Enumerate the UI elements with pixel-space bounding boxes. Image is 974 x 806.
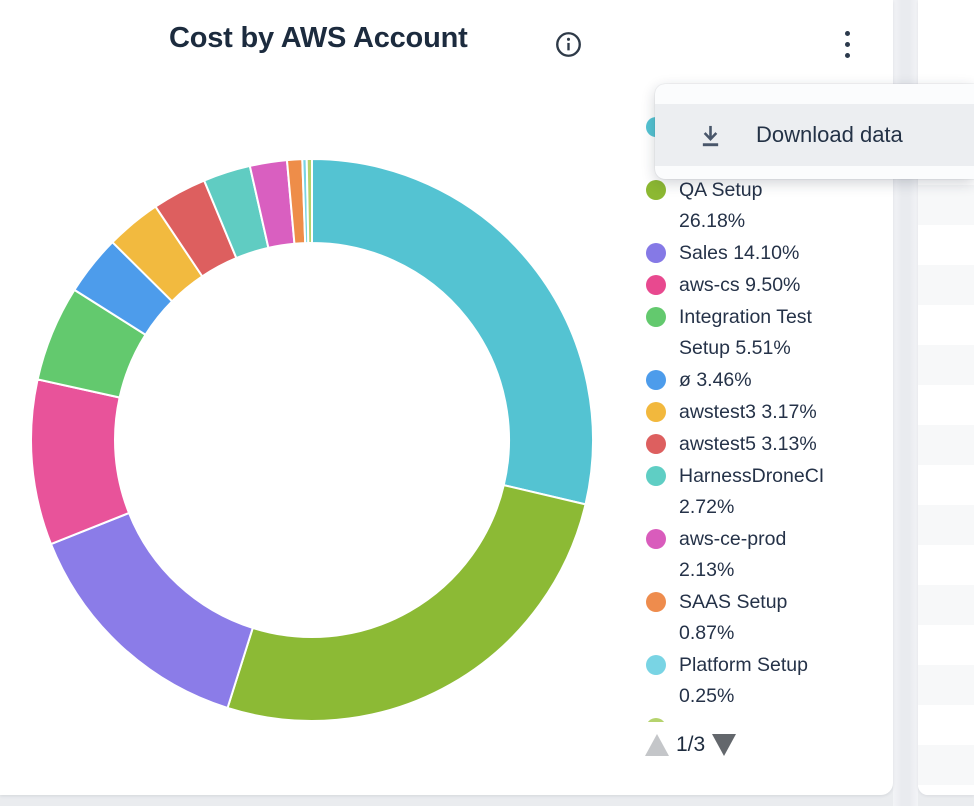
legend-item[interactable]: aws-ce-prod 2.13% [646,524,882,586]
legend-swatch [646,180,666,200]
kebab-dot [844,30,850,36]
chart-legend: QA Setup 26.18% Sales 14.10% aws-cs 9.50% In… [646,112,882,722]
donut-segment[interactable] [305,157,313,245]
legend-item[interactable] [646,713,882,722]
download-data-label: Download data [756,122,903,147]
info-icon[interactable] [555,31,582,58]
legend-item[interactable]: awstest5 3.13% [646,429,882,460]
legend-swatch [646,243,666,263]
legend-item[interactable]: ø 3.46% [646,365,882,396]
legend-swatch [646,655,666,675]
legend-prev-page-icon[interactable] [645,734,669,756]
legend-label: awstest5 3.13% [679,433,817,455]
legend-item[interactable]: Sales 14.10% [646,238,882,269]
legend-label: HarnessDroneCI 2.72% [679,465,825,518]
context-menu: Download data [655,84,974,179]
legend-item[interactable]: SAAS Setup 0.87% [646,587,882,649]
donut-segment[interactable] [226,483,587,722]
legend-item[interactable]: QA Setup 26.18% [646,175,882,237]
donut-segment[interactable] [311,157,594,506]
legend-label: ø 3.46% [679,369,752,391]
legend-item[interactable]: awstest3 3.17% [646,397,882,428]
adjacent-panel-rows [918,185,974,795]
legend-swatch [646,592,666,612]
kebab-dot [844,41,850,47]
legend-next-page-icon[interactable] [712,734,737,756]
legend-item[interactable]: aws-cs 9.50% [646,270,882,301]
legend-item[interactable]: Integration Test Setup 5.51% [646,302,882,364]
legend-swatch [646,307,666,327]
download-icon [702,125,719,146]
donut-chart [30,157,594,722]
legend-label: Platform Setup 0.25% [679,654,808,707]
legend-swatch [646,718,666,722]
legend-label: awstest3 3.17% [679,401,817,423]
legend-swatch [646,466,666,486]
legend-page-indicator: 1/3 [676,733,706,756]
legend-item[interactable]: HarnessDroneCI 2.72% [646,461,882,523]
legend-label: aws-cs 9.50% [679,274,801,296]
donut-segment[interactable] [49,511,255,710]
kebab-menu-icon[interactable] [836,25,858,63]
legend-label: Integration Test Setup 5.51% [679,306,812,359]
legend-label: QA Setup 26.18% [679,179,763,232]
legend-item[interactable]: Platform Setup 0.25% [646,650,882,712]
download-data-menu-item[interactable]: Download data [655,104,974,166]
legend-swatch [646,402,666,422]
legend-label: Sales 14.10% [679,242,800,264]
donut-segment[interactable] [30,378,131,546]
kebab-dot [844,52,850,58]
legend-swatch [646,370,666,390]
legend-pagination: 1/3 [645,733,737,757]
legend-label: SAAS Setup 0.87% [679,591,788,644]
legend-swatch [646,529,666,549]
legend-swatch [646,434,666,454]
legend-swatch [646,275,666,295]
page-title: Cost by AWS Account [169,22,468,54]
legend-label: aws-ce-prod 2.13% [679,528,787,581]
